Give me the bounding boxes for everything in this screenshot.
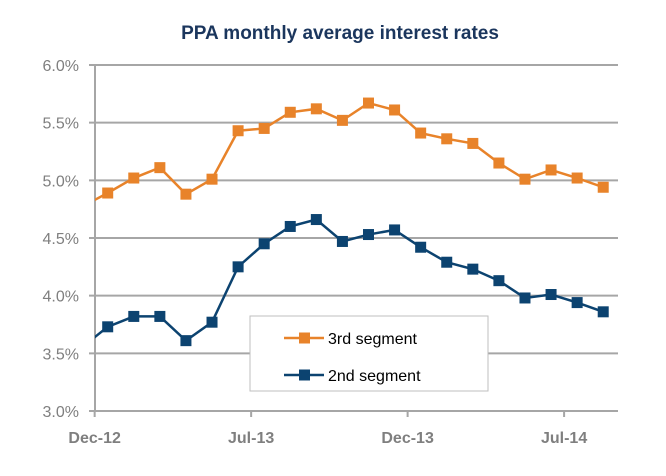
legend: 3rd segment 2nd segment [249, 315, 489, 392]
data-point [154, 310, 166, 322]
data-point [128, 310, 140, 322]
data-point [545, 164, 557, 176]
data-point [363, 229, 374, 241]
legend-label: 2nd segment [328, 368, 421, 385]
chart-title: PPA monthly average interest rates [181, 23, 499, 44]
gridlines [89, 64, 618, 412]
data-point [336, 235, 348, 247]
y-tick-label: 3.0% [43, 404, 79, 421]
y-tick-label: 3.5% [43, 346, 79, 363]
data-point [258, 238, 270, 250]
y-tick-label: 6.0% [43, 58, 79, 75]
data-point [336, 114, 348, 126]
y-tick-label: 4.0% [43, 289, 79, 306]
series-2nd-segment [95, 214, 609, 347]
data-point [154, 162, 166, 174]
data-point [571, 297, 583, 309]
data-point [597, 306, 609, 318]
y-tick-label: 5.0% [43, 173, 79, 190]
data-point [284, 106, 296, 118]
data-point [102, 187, 114, 199]
data-point [206, 316, 218, 328]
data-point [389, 104, 401, 116]
data-point [180, 188, 192, 200]
data-point [545, 289, 557, 301]
x-axis: Dec-12 Jul-13 Dec-13 Jul-14 [68, 65, 587, 447]
data-point [232, 125, 244, 137]
series-layer [95, 97, 609, 347]
data-point [415, 127, 427, 139]
y-tick-label: 5.5% [43, 116, 79, 133]
data-point [571, 172, 583, 184]
legend-marker [299, 332, 310, 344]
data-point [284, 220, 296, 232]
x-tick-label: Dec-13 [381, 430, 434, 447]
data-point [310, 214, 322, 226]
data-point [493, 157, 505, 169]
data-point [519, 292, 531, 304]
data-point [232, 261, 244, 273]
data-point [519, 173, 531, 185]
data-point [310, 103, 322, 115]
y-axis: 3.0% 3.5% 4.0% 4.5% 5.0% 5.5% 6.0% [43, 58, 79, 421]
data-point [102, 321, 114, 333]
x-tick-label: Jul-14 [541, 430, 587, 447]
series-3rd-segment [95, 97, 609, 202]
data-point [415, 241, 427, 253]
data-point [258, 122, 270, 134]
legend-marker [299, 369, 310, 381]
legend-label: 3rd segment [328, 331, 417, 348]
data-point [493, 275, 505, 287]
data-point [389, 224, 401, 236]
data-point [441, 256, 453, 268]
data-point [597, 181, 609, 193]
data-point [467, 263, 479, 275]
x-tick-label: Dec-12 [68, 430, 121, 447]
data-point [441, 133, 453, 145]
y-tick-label: 4.5% [43, 231, 79, 248]
data-point [180, 335, 192, 347]
data-point [128, 172, 140, 184]
data-point [363, 97, 374, 109]
data-point [467, 137, 479, 149]
data-point [206, 173, 218, 185]
x-tick-label: Jul-13 [228, 430, 274, 447]
legend-box [249, 315, 489, 392]
